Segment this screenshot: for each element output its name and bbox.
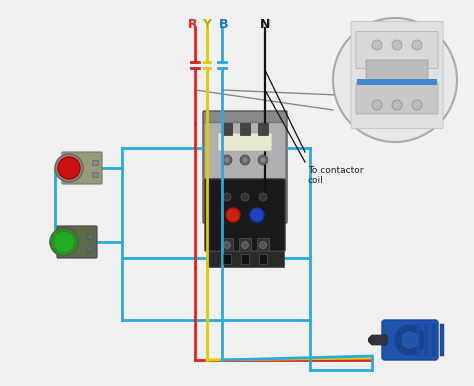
- FancyBboxPatch shape: [204, 122, 286, 181]
- FancyBboxPatch shape: [87, 245, 93, 251]
- Text: R: R: [188, 18, 198, 31]
- FancyBboxPatch shape: [57, 226, 97, 258]
- FancyBboxPatch shape: [257, 238, 269, 252]
- Circle shape: [240, 155, 250, 165]
- FancyBboxPatch shape: [87, 234, 93, 239]
- Text: N: N: [260, 18, 270, 31]
- Circle shape: [58, 157, 80, 179]
- FancyBboxPatch shape: [241, 254, 249, 264]
- Circle shape: [412, 40, 422, 50]
- FancyBboxPatch shape: [356, 82, 438, 114]
- Text: To contactor
coil: To contactor coil: [308, 166, 364, 185]
- FancyBboxPatch shape: [356, 32, 438, 68]
- Circle shape: [222, 155, 232, 165]
- Circle shape: [226, 208, 240, 222]
- FancyBboxPatch shape: [221, 238, 233, 252]
- Circle shape: [55, 154, 83, 182]
- Circle shape: [372, 100, 382, 110]
- Circle shape: [50, 228, 78, 256]
- FancyBboxPatch shape: [416, 324, 420, 356]
- FancyBboxPatch shape: [440, 324, 444, 356]
- Circle shape: [241, 242, 248, 249]
- Circle shape: [250, 208, 264, 222]
- Circle shape: [53, 231, 75, 253]
- FancyBboxPatch shape: [73, 155, 101, 181]
- Circle shape: [223, 193, 231, 201]
- FancyBboxPatch shape: [424, 324, 428, 356]
- FancyBboxPatch shape: [366, 60, 428, 80]
- FancyBboxPatch shape: [357, 79, 437, 85]
- FancyBboxPatch shape: [62, 152, 102, 184]
- Circle shape: [402, 332, 418, 348]
- FancyBboxPatch shape: [239, 238, 251, 252]
- FancyBboxPatch shape: [203, 111, 287, 223]
- FancyBboxPatch shape: [205, 179, 285, 251]
- Circle shape: [372, 40, 382, 50]
- Circle shape: [224, 242, 230, 249]
- FancyBboxPatch shape: [240, 123, 250, 135]
- Circle shape: [395, 325, 425, 355]
- FancyBboxPatch shape: [92, 159, 98, 164]
- Circle shape: [392, 40, 402, 50]
- Circle shape: [225, 157, 229, 163]
- FancyBboxPatch shape: [218, 133, 272, 151]
- Circle shape: [258, 155, 268, 165]
- Circle shape: [412, 100, 422, 110]
- FancyBboxPatch shape: [223, 254, 231, 264]
- Circle shape: [241, 193, 249, 201]
- Circle shape: [333, 18, 457, 142]
- FancyBboxPatch shape: [92, 171, 98, 176]
- FancyBboxPatch shape: [382, 320, 438, 360]
- Circle shape: [259, 242, 266, 249]
- Circle shape: [259, 193, 267, 201]
- Circle shape: [261, 157, 265, 163]
- FancyBboxPatch shape: [68, 229, 96, 255]
- FancyBboxPatch shape: [259, 254, 267, 264]
- Text: B: B: [219, 18, 229, 31]
- Text: Y: Y: [202, 18, 211, 31]
- FancyBboxPatch shape: [351, 22, 443, 129]
- FancyBboxPatch shape: [432, 324, 436, 356]
- FancyBboxPatch shape: [371, 335, 387, 345]
- FancyBboxPatch shape: [258, 123, 268, 135]
- Circle shape: [392, 100, 402, 110]
- FancyBboxPatch shape: [222, 123, 232, 135]
- Circle shape: [243, 157, 247, 163]
- FancyBboxPatch shape: [206, 251, 284, 267]
